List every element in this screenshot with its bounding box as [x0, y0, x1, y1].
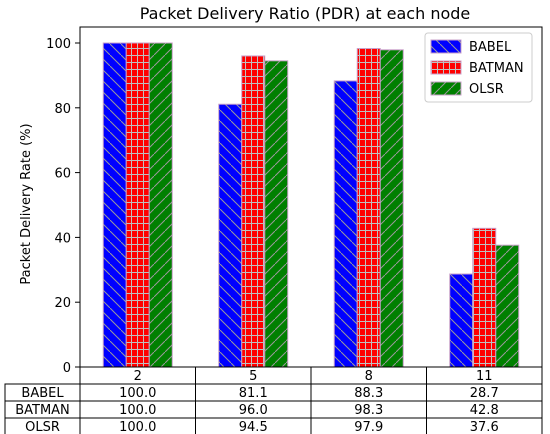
y-tick-label: 80 [54, 102, 71, 117]
table-row-label: BABEL [21, 386, 64, 401]
legend-label: BABEL [469, 40, 512, 55]
legend-label: OLSR [469, 82, 504, 97]
y-tick-label: 0 [63, 361, 71, 376]
table-cell: 100.0 [119, 386, 156, 401]
table-cell: 88.3 [354, 386, 383, 401]
bar-olsr-2 [148, 42, 173, 368]
table-cell: 42.8 [470, 403, 499, 418]
bar-hatch [379, 49, 404, 368]
table-row-label: OLSR [25, 420, 60, 434]
x-tick-label: 5 [249, 369, 257, 384]
table-cell: 100.0 [119, 403, 156, 418]
table-cell: 98.3 [354, 403, 383, 418]
table-row-label: BATMAN [15, 403, 70, 418]
y-tick-label: 100 [46, 37, 71, 52]
table-cell: 81.1 [239, 386, 268, 401]
bar-babel-5 [218, 103, 243, 368]
bars [102, 42, 520, 368]
table-cell: 100.0 [119, 420, 156, 434]
bar-olsr-11 [495, 244, 520, 368]
bar-hatch [333, 80, 358, 368]
bar-hatch [449, 273, 474, 368]
x-tick-label: 11 [476, 369, 493, 384]
bar-batman-11 [472, 227, 497, 368]
bar-hatch [102, 42, 127, 368]
bar-hatch [218, 103, 243, 368]
bar-hatch [264, 60, 289, 368]
y-tick-label: 40 [54, 231, 71, 246]
legend-label: BATMAN [469, 61, 524, 76]
bar-olsr-5 [264, 60, 289, 368]
data-table: 2 5 8 11 BABEL 100.0 81.1 88.3 28.7 BATMAN 100.0 96… [4, 367, 543, 434]
bar-hatch [472, 227, 497, 368]
bar-babel-11 [449, 273, 474, 368]
table-frame [4, 383, 543, 434]
bar-batman-8 [356, 48, 381, 368]
x-tick-label: 2 [134, 369, 142, 384]
bar-hatch [125, 42, 150, 368]
legend: BABEL BATMAN OLSR [424, 32, 533, 103]
bar-hatch [356, 48, 381, 368]
bar-babel-2 [102, 42, 127, 368]
bar-hatch [495, 244, 520, 368]
x-tick-label: 8 [365, 369, 373, 384]
bar-babel-8 [333, 80, 358, 368]
bar-hatch [241, 55, 266, 368]
bar-batman-5 [241, 55, 266, 368]
table-cell: 97.9 [354, 420, 383, 434]
chart-title: Packet Delivery Ratio (PDR) at each node [140, 4, 471, 23]
legend-swatch-batman [430, 60, 462, 75]
bar-hatch [148, 42, 173, 368]
table-cell: 96.0 [239, 403, 268, 418]
bar-olsr-8 [379, 49, 404, 368]
y-tick-label: 20 [54, 296, 71, 311]
legend-swatch-babel [430, 39, 462, 54]
y-axis-label: Packet Delivery Rate (%) [19, 123, 34, 284]
table-cell: 94.5 [239, 420, 268, 434]
y-axis-ticks: 0 20 40 60 80 100 [46, 37, 80, 376]
table-cell: 37.6 [470, 420, 499, 434]
table-cell: 28.7 [470, 386, 499, 401]
y-tick-label: 60 [54, 167, 71, 182]
bar-batman-2 [125, 42, 150, 368]
legend-swatch-olsr [430, 81, 462, 96]
